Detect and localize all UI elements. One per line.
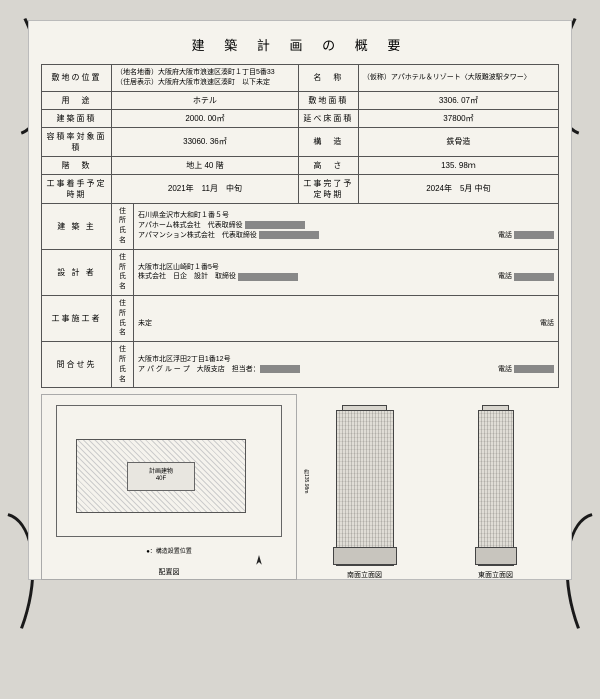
redaction (259, 231, 319, 239)
tower-crown (342, 405, 387, 411)
cell-designer-body: 大阪市北区山崎町１番5号 株式会社 日企 設計 取締役 電話 (134, 249, 559, 295)
cell-far-val: 33060. 36㎡ (112, 127, 299, 156)
redaction (514, 273, 554, 281)
siteplan-building: 計画建物 40F (76, 439, 246, 513)
cell-use-val: ホテル (112, 91, 299, 109)
cell-owner-label: 建 築 主 (42, 203, 112, 249)
cell-contractor-sub: 住所氏名 (112, 295, 134, 341)
elevation-tower (478, 410, 514, 566)
south-elevation-caption: 南面立面図 (301, 570, 428, 580)
cell-floors-label: 階 数 (42, 156, 112, 174)
elevation-height-dim: 約135.98m (303, 469, 310, 493)
cell-height-val: 135. 98ｍ (358, 156, 558, 174)
tower-base (333, 547, 397, 565)
cell-end-label: 工事完了予定時期 (298, 174, 358, 203)
cell-far-label: 容積率対象面積 (42, 127, 112, 156)
tower-base (475, 547, 517, 565)
document-sheet: 建 築 計 画 の 概 要 敷地の位置 （地名地番）大阪府大阪市浪速区湊町１丁目… (28, 20, 572, 580)
cell-location-val: （地名地番）大阪府大阪市浪速区湊町１丁目5番33 （住居表示）大阪府大阪市浪速区… (112, 65, 299, 92)
siteplan-caption: 配置図 (42, 567, 296, 577)
siteplan-legend: ●：構造設置位置 (146, 546, 192, 555)
cell-struct-val: 鉄骨造 (358, 127, 558, 156)
east-elevation-caption: 東面立面図 (432, 570, 559, 580)
cell-sitearea-label: 敷地面積 (298, 91, 358, 109)
cell-contractor-label: 工事施工者 (42, 295, 112, 341)
redaction (514, 365, 554, 373)
cell-designer-label: 設 計 者 (42, 249, 112, 295)
redaction (260, 365, 300, 373)
cell-contact-label: 問合せ先 (42, 342, 112, 388)
cell-end-val: 2024年 5月 中旬 (358, 174, 558, 203)
cell-contact-sub: 住所氏名 (112, 342, 134, 388)
cell-floors-val: 地上 40 階 (112, 156, 299, 174)
cell-location-label: 敷地の位置 (42, 65, 112, 92)
site-plan-drawing: 計画建物 40F ●：構造設置位置 配置図 (41, 394, 297, 580)
cell-name-val: （仮称）アパホテル＆リゾート〈大阪難波駅タワー〉 (358, 65, 558, 92)
south-elevation-drawing: 約135.98m 南面立面図 (301, 394, 428, 580)
cell-sitearea-val: 3306. 07㎡ (358, 91, 558, 109)
cell-floorarea-val: 37800㎡ (358, 109, 558, 127)
redaction (245, 221, 305, 229)
cell-owner-sub: 住所氏名 (112, 203, 134, 249)
summary-table: 敷地の位置 （地名地番）大阪府大阪市浪速区湊町１丁目5番33 （住居表示）大阪府… (41, 64, 559, 388)
redaction (238, 273, 298, 281)
cell-contractor-body: 未定 電話 (134, 295, 559, 341)
cell-height-label: 高 さ (298, 156, 358, 174)
cell-name-label: 名 称 (298, 65, 358, 92)
cell-owner-body: 石川県金沢市大和町１番５号 アパホーム株式会社 代表取締役 アパマンション株式会… (134, 203, 559, 249)
east-elevation-drawing: 東面立面図 (432, 394, 559, 580)
redaction (514, 231, 554, 239)
cell-bldarea-label: 建築面積 (42, 109, 112, 127)
cell-floorarea-label: 延べ床面積 (298, 109, 358, 127)
doc-title: 建 築 計 画 の 概 要 (41, 35, 559, 54)
elevation-tower (336, 410, 394, 566)
siteplan-building-label: 計画建物 40F (127, 462, 194, 491)
cell-use-label: 用 途 (42, 91, 112, 109)
cell-designer-sub: 住所氏名 (112, 249, 134, 295)
cell-struct-label: 構 造 (298, 127, 358, 156)
tower-crown (482, 405, 509, 411)
cell-bldarea-val: 2000. 00㎡ (112, 109, 299, 127)
cell-contact-body: 大阪市北区浮田2丁目1番12号 ア パ グ ル ー プ 大阪支店 担当者： 電話 (134, 342, 559, 388)
cell-start-label: 工事着手予定時期 (42, 174, 112, 203)
cell-start-val: 2021年 11月 中旬 (112, 174, 299, 203)
drawings-row: 計画建物 40F ●：構造設置位置 配置図 約135.98m 南面立面図 東面立… (41, 394, 559, 580)
